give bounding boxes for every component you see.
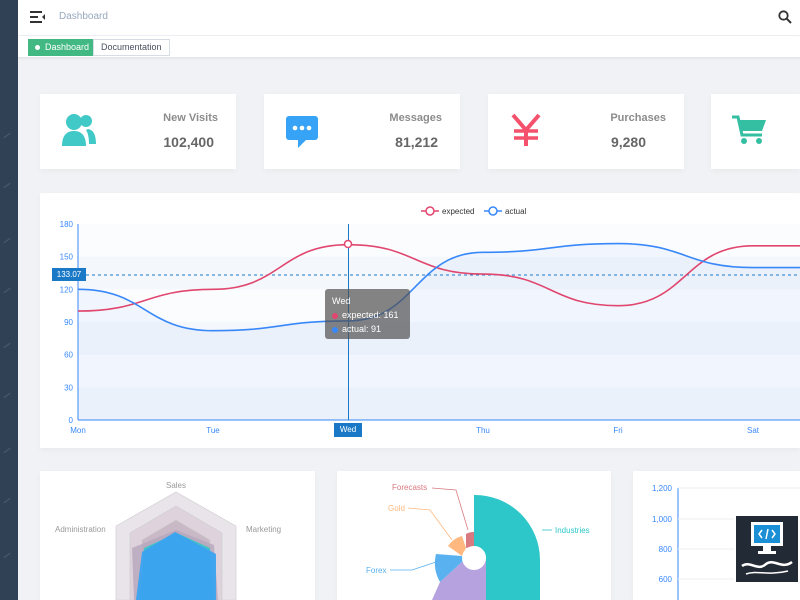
- breadcrumb[interactable]: Dashboard: [59, 11, 108, 22]
- yen-icon: [511, 113, 541, 146]
- stat-label: Purchases: [610, 112, 666, 124]
- grid-band: [78, 224, 800, 257]
- bar-y-tick: 1,000: [652, 515, 673, 524]
- pie-leader: [390, 561, 437, 571]
- y-tick-label: 150: [60, 253, 74, 262]
- pie-slice-gold[interactable]: [448, 536, 466, 556]
- stat-card-messages[interactable]: Messages 81,212: [264, 94, 460, 169]
- y-tick-label: 180: [60, 220, 74, 229]
- bar-y-tick: 1,200: [652, 484, 673, 493]
- stat-value: 81,212: [395, 134, 438, 150]
- shopping-cart-icon: [732, 115, 766, 144]
- grid-band: [78, 322, 800, 355]
- hamburger-icon[interactable]: [30, 11, 45, 23]
- y-tick-label: 60: [64, 351, 73, 360]
- pie-label-forecasts: Forecasts: [392, 483, 427, 492]
- x-tick-label: Fri: [613, 426, 623, 435]
- y-tick-label: 90: [64, 318, 73, 327]
- tooltip-row-expected: expected: 161: [332, 308, 403, 322]
- tooltip-expected-text: expected: 161: [342, 310, 399, 320]
- x-axis: Mon Tue Thu Fri Sat: [70, 426, 760, 435]
- y-tick-label: 120: [60, 285, 74, 294]
- grid-bands: [78, 224, 800, 420]
- x-tick-label: Mon: [70, 426, 86, 435]
- legend-expected-label: expected: [442, 207, 474, 216]
- tags-view: Dashboard Documentation: [18, 36, 800, 58]
- x-tick-label: Tue: [206, 426, 220, 435]
- actual-dot: [332, 326, 338, 333]
- x-tick-label: Thu: [476, 426, 490, 435]
- legend-actual-label: actual: [505, 207, 527, 216]
- pie-chart: Industries Forecasts Gold Forex: [366, 483, 590, 600]
- legend-actual[interactable]: [484, 206, 502, 216]
- authentic-badge-logo: [734, 514, 800, 584]
- grid-band: [78, 387, 800, 420]
- search-icon[interactable]: [778, 10, 792, 24]
- tooltip-title: Wed: [332, 296, 351, 306]
- pie-slice-industries[interactable]: [474, 494, 540, 600]
- tag-dashboard[interactable]: Dashboard: [28, 39, 98, 56]
- stat-label: New Visits: [163, 112, 218, 124]
- stat-value: 102,400: [163, 134, 214, 150]
- tag-documentation[interactable]: Documentation: [93, 39, 170, 56]
- radar-chart: Sales Marketing Administration: [55, 481, 281, 600]
- pie-label-gold: Gold: [388, 504, 405, 513]
- pie-label-forex: Forex: [366, 566, 386, 575]
- actual-line[interactable]: [77, 242, 800, 332]
- actual-area: [78, 243, 800, 420]
- pie-center-hole: [462, 546, 486, 570]
- pie-leader: [431, 487, 469, 531]
- legend-expected[interactable]: [421, 206, 439, 216]
- y-axis: 0 30 60 90 120 150 180: [60, 220, 74, 425]
- grid-band: [78, 289, 800, 322]
- x-tick-label: Sat: [747, 426, 760, 435]
- expected-hover-point[interactable]: [343, 239, 353, 249]
- navbar: Dashboard: [18, 0, 800, 36]
- message-icon: [286, 116, 318, 148]
- expected-line[interactable]: [77, 243, 800, 312]
- pie-label-industries: Industries: [555, 526, 590, 535]
- stat-card-shopping[interactable]: [711, 94, 800, 169]
- tooltip-actual-text: actual: 91: [342, 324, 382, 334]
- stat-label: Messages: [389, 112, 442, 124]
- pie-slice-forecasts[interactable]: [466, 531, 474, 548]
- tooltip-row-actual: actual: 91: [332, 322, 403, 336]
- stat-card-visits[interactable]: New Visits 102,400: [40, 94, 236, 169]
- grid-band: [78, 354, 800, 388]
- y-tick-label: 30: [64, 383, 73, 392]
- expected-dot: [332, 312, 338, 319]
- bar-y-tick: 800: [659, 545, 673, 554]
- x-axis-pointer-label: Wed: [334, 423, 362, 437]
- radar-series[interactable]: [136, 532, 216, 600]
- pie-leader: [407, 507, 453, 541]
- y-tick-label: 0: [69, 416, 74, 425]
- radar-label-sales: Sales: [166, 481, 186, 490]
- stat-card-purchases[interactable]: Purchases 9,280: [488, 94, 684, 169]
- people-icon: [62, 114, 96, 146]
- sidebar: [0, 0, 18, 600]
- y-axis-pointer-label: 133.07: [52, 268, 86, 281]
- grid-band: [78, 256, 800, 290]
- stat-value: 9,280: [610, 134, 646, 150]
- radar-label-marketing: Marketing: [246, 525, 281, 534]
- monitor-code-icon: [741, 522, 793, 575]
- bar-y-tick: 600: [659, 575, 673, 584]
- pie-slice-forex[interactable]: [434, 554, 464, 582]
- chart-tooltip: Wed expected: 161 actual: 91: [325, 289, 410, 339]
- radar-label-administration: Administration: [55, 525, 106, 534]
